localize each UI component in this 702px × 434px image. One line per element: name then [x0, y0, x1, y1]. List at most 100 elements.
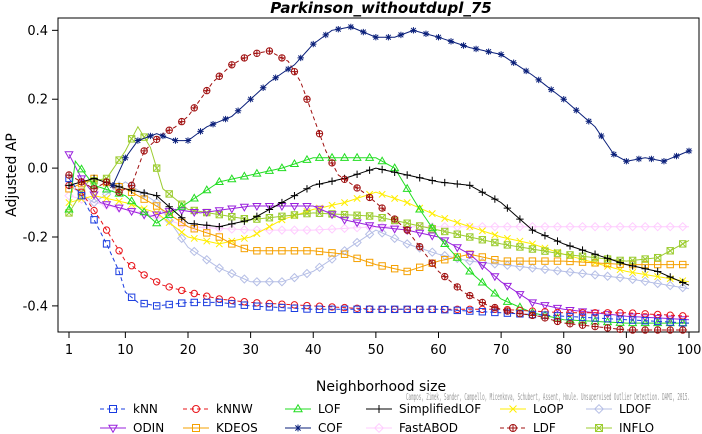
data-point-kdeos	[278, 247, 286, 255]
data-point-kdeos	[478, 253, 487, 261]
data-point-ldf	[165, 126, 173, 134]
data-point-ldof	[327, 254, 337, 264]
data-point-inflo	[152, 164, 161, 172]
data-point-knnw	[152, 278, 161, 286]
data-point-knn	[102, 240, 111, 248]
series-lof	[64, 152, 689, 327]
data-point-cof	[623, 158, 630, 165]
series-line-odin	[68, 154, 690, 321]
data-point-kdeos	[441, 256, 449, 264]
data-point-odin	[126, 208, 137, 217]
data-point-loop	[190, 234, 198, 242]
x-tick-label: 10	[117, 343, 134, 358]
data-point-simplifiedlof	[390, 168, 399, 176]
data-point-fastabod	[577, 221, 588, 232]
data-point-cof	[585, 118, 592, 125]
data-point-cof	[685, 147, 693, 155]
data-point-knnw	[591, 309, 599, 317]
data-point-ldof	[389, 233, 400, 244]
data-point-knn	[603, 314, 612, 323]
legend-marker	[373, 422, 385, 434]
data-point-kdeos	[353, 254, 361, 263]
legend-label: LDOF	[619, 402, 651, 416]
data-point-odin	[339, 216, 350, 225]
data-point-knnw	[566, 309, 574, 317]
data-point-inflo	[290, 211, 299, 219]
legend-label: ODIN	[133, 421, 164, 434]
data-point-odin	[577, 308, 588, 317]
data-point-odin	[264, 202, 275, 211]
data-point-knn	[616, 315, 624, 324]
data-point-ldf	[178, 117, 186, 126]
data-point-kdeos	[203, 229, 211, 237]
legend-marker	[294, 424, 302, 432]
data-point-fastabod	[64, 190, 74, 201]
data-point-kdeos	[503, 257, 512, 265]
data-point-ldof	[239, 274, 250, 284]
data-point-lof	[402, 183, 412, 192]
data-point-loop	[178, 228, 186, 236]
data-point-fastabod	[289, 225, 300, 235]
legend-marker	[509, 405, 517, 413]
chart-title: Parkinson_withoutdupl_75	[270, 0, 491, 17]
data-point-simplifiedlof	[328, 177, 336, 185]
data-point-odin	[64, 151, 74, 160]
data-point-ldof	[189, 246, 199, 257]
data-point-fastabod	[440, 221, 450, 232]
data-point-inflo	[528, 245, 537, 253]
legend-label: LDF	[533, 421, 556, 434]
data-point-simplifiedlof	[616, 258, 624, 267]
data-point-lof	[477, 277, 488, 286]
data-point-inflo	[378, 214, 386, 222]
data-point-cof	[159, 132, 167, 140]
data-point-ldof	[89, 197, 99, 208]
data-point-ldof	[590, 270, 600, 280]
data-point-loop	[491, 231, 499, 239]
legend-marker	[293, 403, 303, 413]
data-point-ldof	[565, 267, 575, 277]
legend-item-cof: COF	[285, 421, 343, 434]
data-point-simplifiedlof	[491, 195, 499, 203]
x-axis-label: Neighborhood size	[316, 379, 446, 395]
data-point-odin	[465, 251, 475, 260]
data-point-lof	[640, 318, 650, 327]
data-point-ldf	[453, 283, 461, 291]
data-point-odin	[452, 244, 462, 253]
data-point-fastabod	[565, 221, 575, 232]
data-point-ldof	[339, 246, 350, 256]
data-point-knnw	[115, 247, 123, 255]
data-point-ldof	[452, 253, 462, 264]
data-point-lof	[415, 204, 425, 213]
data-point-knnw	[190, 289, 198, 298]
data-point-loop	[165, 218, 173, 227]
data-point-ldof	[540, 264, 550, 275]
data-point-lof	[440, 238, 450, 247]
legend-marker	[108, 424, 118, 434]
data-point-lof	[653, 318, 663, 327]
data-point-kdeos	[240, 244, 249, 253]
data-point-simplifiedlof	[265, 205, 274, 214]
data-point-lof	[339, 152, 350, 161]
series-line-ldf	[68, 50, 689, 331]
data-point-knnw	[90, 206, 98, 215]
data-point-simplifiedlof	[228, 220, 236, 228]
x-tick-label: 80	[555, 343, 572, 358]
data-point-simplifiedlof	[353, 170, 361, 179]
data-point-ldof	[289, 272, 300, 283]
data-point-inflo	[553, 249, 562, 257]
data-point-loop	[466, 223, 474, 231]
data-point-inflo	[541, 247, 549, 255]
data-point-ldf	[65, 171, 73, 179]
data-point-lof	[177, 201, 187, 210]
data-point-knn	[628, 316, 637, 324]
data-point-kdeos	[491, 256, 499, 264]
data-point-cof	[284, 65, 292, 73]
data-point-simplifiedlof	[203, 221, 211, 229]
data-point-loop	[503, 234, 511, 242]
series-line-inflo	[68, 125, 690, 262]
data-point-simplifiedlof	[140, 189, 148, 197]
data-point-simplifiedlof	[591, 250, 599, 258]
data-point-odin	[352, 219, 362, 228]
data-point-inflo	[265, 214, 274, 222]
data-point-ldof	[214, 263, 225, 273]
